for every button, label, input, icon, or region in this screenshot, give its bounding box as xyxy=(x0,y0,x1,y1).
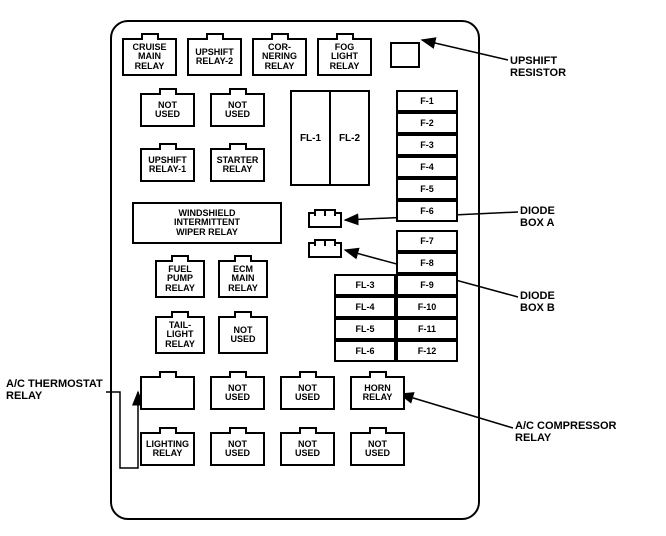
fuse-fl-5: FL-5 xyxy=(334,318,396,340)
fl-2: FL-2 xyxy=(331,92,368,184)
fuse-fl-6: FL-6 xyxy=(334,340,396,362)
relay-notused-f: NOTUSED xyxy=(210,432,265,466)
relay-upshift-2: UPSHIFTRELAY-2 xyxy=(187,38,242,76)
relay-tail-light: TAIL-LIGHTRELAY xyxy=(155,316,205,354)
callout-ac-thermostat: A/C THERMOSTATRELAY xyxy=(6,378,103,402)
relay-wiper: WINDSHIELDINTERMITTENTWIPER RELAY xyxy=(132,202,282,244)
relay-ac-thermo xyxy=(140,376,195,410)
fuse-f-7: F-7 xyxy=(396,230,458,252)
relay-notused-a: NOTUSED xyxy=(140,93,195,127)
fuse-f-3: F-3 xyxy=(396,134,458,156)
relay-notused-c: NOTUSED xyxy=(218,316,268,354)
relay-ecm-main: ECMMAINRELAY xyxy=(218,260,268,298)
fuse-f-10: F-10 xyxy=(396,296,458,318)
fuse-f-12: F-12 xyxy=(396,340,458,362)
relay-lighting: LIGHTINGRELAY xyxy=(140,432,195,466)
callout-diode-box-b: DIODEBOX B xyxy=(520,290,555,314)
diode-b xyxy=(308,242,342,258)
fuse-f-9: F-9 xyxy=(396,274,458,296)
relay-horn: HORNRELAY xyxy=(350,376,405,410)
callout-upshift-resistor: UPSHIFTRESISTOR xyxy=(510,55,566,79)
relay-cornering: COR-NERINGRELAY xyxy=(252,38,307,76)
relay-cruise-main: CRUISEMAINRELAY xyxy=(122,38,177,76)
fuse-f-1: F-1 xyxy=(396,90,458,112)
upshift-resistor-box xyxy=(390,42,420,68)
fusible-link-box: FL-1FL-2 xyxy=(290,90,370,186)
fuse-fl-3: FL-3 xyxy=(334,274,396,296)
relay-notused-e: NOTUSED xyxy=(280,376,335,410)
fuse-f-11: F-11 xyxy=(396,318,458,340)
fuse-f-8: F-8 xyxy=(396,252,458,274)
relay-fog-light: FOGLIGHTRELAY xyxy=(317,38,372,76)
callout-ac-compressor: A/C COMPRESSORRELAY xyxy=(515,420,616,444)
callout-diode-box-a: DIODEBOX A xyxy=(520,205,555,229)
fuse-fl-4: FL-4 xyxy=(334,296,396,318)
relay-notused-g: NOTUSED xyxy=(280,432,335,466)
relay-fuel-pump: FUELPUMPRELAY xyxy=(155,260,205,298)
relay-notused-b: NOTUSED xyxy=(210,93,265,127)
fuse-f-6: F-6 xyxy=(396,200,458,222)
relay-notused-h: NOTUSED xyxy=(350,432,405,466)
fuse-f-2: F-2 xyxy=(396,112,458,134)
fl-1: FL-1 xyxy=(292,92,331,184)
fuse-f-4: F-4 xyxy=(396,156,458,178)
fuse-f-5: F-5 xyxy=(396,178,458,200)
diode-a xyxy=(308,212,342,228)
relay-starter: STARTERRELAY xyxy=(210,148,265,182)
relay-upshift-1: UPSHIFTRELAY-1 xyxy=(140,148,195,182)
relay-notused-d: NOTUSED xyxy=(210,376,265,410)
